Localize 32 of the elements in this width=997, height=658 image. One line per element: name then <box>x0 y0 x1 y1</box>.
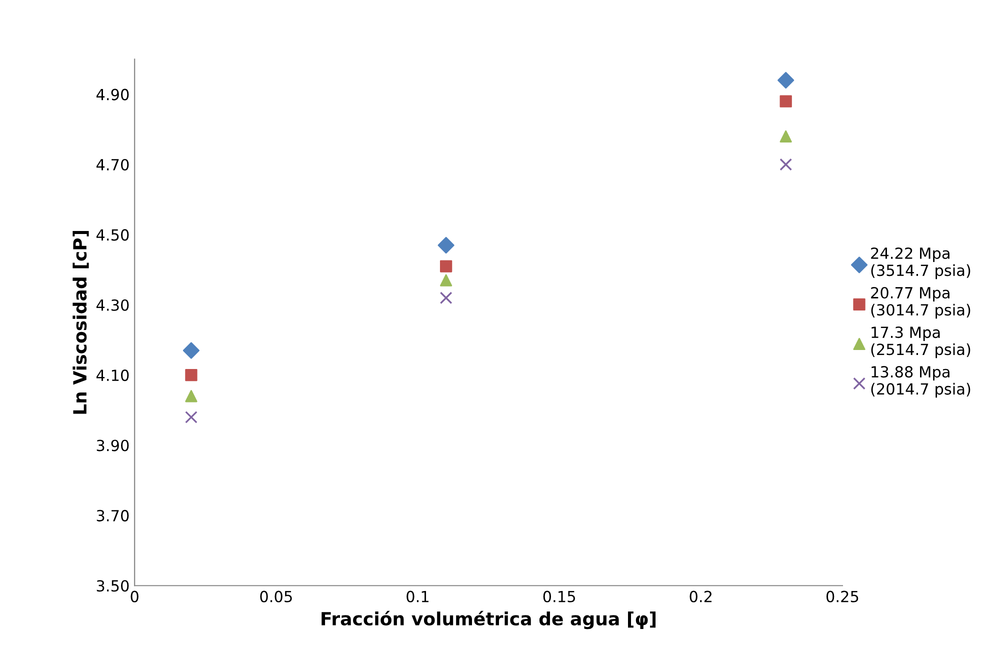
point <box>182 342 200 359</box>
y-tick-label: 4.30 <box>96 299 129 311</box>
point <box>778 72 794 89</box>
point <box>780 130 792 142</box>
y-tick-label: 3.90 <box>96 440 129 452</box>
x-tick-label: 0 <box>130 590 138 602</box>
x-tick-label: 0.25 <box>826 590 858 602</box>
point <box>440 274 452 286</box>
point <box>185 410 198 424</box>
legend-label: 17.3 Mpa (2514.7 psia) <box>871 326 970 358</box>
y-tick-label: 4.70 <box>96 158 129 171</box>
x-tick-label: 0.1 <box>406 590 428 602</box>
y-axis-title: Ln Viscosidad [cP] <box>72 230 89 414</box>
y-tick-label: 4.50 <box>96 229 129 241</box>
y-tick-label: 3.70 <box>96 510 129 522</box>
point <box>440 260 452 272</box>
point <box>185 368 198 382</box>
y-tick-label: 4.10 <box>96 370 129 382</box>
legend-label: 20.77 Mpa (3014.7 psia) <box>871 286 970 319</box>
x-tick-label: 0.2 <box>690 590 712 602</box>
x-tick-label: 0.15 <box>543 590 575 602</box>
point <box>780 95 792 108</box>
y-tick-label: 3.50 <box>96 580 129 592</box>
y-tick-label: 4.90 <box>96 88 129 100</box>
x-axis-title: Fracción volumétrica de agua [φ] <box>322 610 656 630</box>
legend-label: 24.22 Mpa (3514.7 psia) <box>871 247 970 280</box>
point <box>440 292 452 304</box>
point <box>185 390 198 402</box>
legend-label: 13.88 Mpa (2014.7 psia) <box>871 366 970 398</box>
x-tick-label: 0.05 <box>260 590 292 602</box>
point <box>438 236 454 254</box>
point <box>780 158 792 171</box>
